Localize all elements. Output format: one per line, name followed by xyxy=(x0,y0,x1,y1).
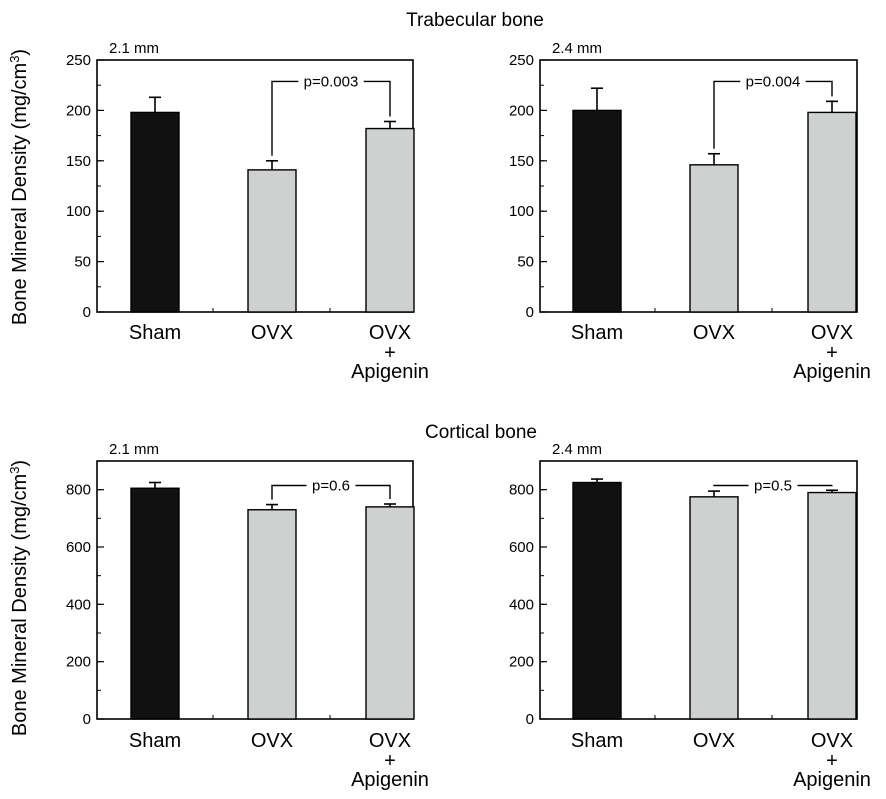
bar-ovx xyxy=(247,169,297,313)
x-category-label: OVX xyxy=(811,730,853,752)
panel-label: 2.1 mm xyxy=(109,441,159,458)
y-tick-label: 150 xyxy=(66,153,91,170)
y-tick-label: 200 xyxy=(509,102,534,119)
x-category-label: Sham xyxy=(129,322,181,344)
x-category-plus: + xyxy=(826,750,838,772)
x-category-apigenin: Apigenin xyxy=(351,361,429,383)
x-category-label: OVX xyxy=(369,730,411,752)
bar-ovx-apigenin xyxy=(807,111,857,313)
y-tick-label: 200 xyxy=(66,654,91,671)
x-category-apigenin: Apigenin xyxy=(793,769,871,791)
y-tick-label: 400 xyxy=(509,596,534,613)
bar-ovx xyxy=(689,496,739,720)
y-tick-label: 100 xyxy=(66,203,91,220)
bar-ovx xyxy=(689,164,739,313)
bar-sham xyxy=(130,487,180,720)
x-category-apigenin: Apigenin xyxy=(793,361,871,383)
y-tick-label: 0 xyxy=(83,711,91,728)
section-title-trabecular: Trabecular bone xyxy=(406,10,544,31)
y-tick-label: 600 xyxy=(66,539,91,556)
significance-bracket-left xyxy=(271,80,299,156)
section-title-cortical: Cortical bone xyxy=(425,422,537,443)
x-category-label: OVX xyxy=(811,322,853,344)
x-category-label: OVX xyxy=(693,730,735,752)
y-tick-label: 800 xyxy=(509,482,534,499)
y-tick-label: 400 xyxy=(66,596,91,613)
y-tick-label: 50 xyxy=(74,254,91,271)
p-value-label: p=0.004 xyxy=(746,73,801,90)
p-value-label: p=0.5 xyxy=(754,478,792,495)
x-category-label: Sham xyxy=(571,730,623,752)
x-category-apigenin: Apigenin xyxy=(351,769,429,791)
y-tick-label: 150 xyxy=(509,153,534,170)
significance-bracket-left xyxy=(271,484,307,500)
panel-label: 2.4 mm xyxy=(552,40,602,57)
bar-ovx xyxy=(247,509,297,720)
y-tick-label: 0 xyxy=(83,304,91,321)
x-category-plus: + xyxy=(826,342,838,364)
x-category-label: Sham xyxy=(571,322,623,344)
x-category-label: OVX xyxy=(251,730,293,752)
panel-label: 2.4 mm xyxy=(552,441,602,458)
panel-label: 2.1 mm xyxy=(109,40,159,57)
y-tick-label: 100 xyxy=(509,203,534,220)
y-tick-label: 800 xyxy=(66,482,91,499)
x-category-plus: + xyxy=(384,750,396,772)
x-category-label: Sham xyxy=(129,730,181,752)
bar-ovx-apigenin xyxy=(365,506,415,720)
y-tick-label: 50 xyxy=(517,254,534,271)
significance-bracket-left xyxy=(713,484,749,487)
x-category-label: OVX xyxy=(369,322,411,344)
y-tick-label: 250 xyxy=(66,52,91,69)
y-tick-label: 0 xyxy=(526,711,534,728)
bar-ovx-apigenin xyxy=(807,491,857,720)
significance-bracket-right xyxy=(355,484,391,499)
x-category-plus: + xyxy=(384,342,396,364)
y-axis-label-bottom: Bone Mineral Density (mg/cm3) xyxy=(7,460,31,736)
y-tick-label: 0 xyxy=(526,304,534,321)
y-tick-label: 250 xyxy=(509,52,534,69)
y-tick-label: 600 xyxy=(509,539,534,556)
bar-sham xyxy=(572,109,622,313)
p-value-label: p=0.003 xyxy=(304,73,359,90)
y-axis-label-top: Bone Mineral Density (mg/cm3) xyxy=(7,49,31,325)
x-category-label: OVX xyxy=(251,322,293,344)
significance-bracket-right xyxy=(363,80,391,117)
bar-sham xyxy=(572,481,622,720)
y-tick-label: 200 xyxy=(66,102,91,119)
significance-bracket-right xyxy=(805,80,833,97)
p-value-label: p=0.6 xyxy=(312,478,350,495)
y-tick-label: 200 xyxy=(509,654,534,671)
x-category-label: OVX xyxy=(693,322,735,344)
bar-ovx-apigenin xyxy=(365,127,415,313)
significance-bracket-left xyxy=(713,80,741,149)
bar-sham xyxy=(130,111,180,313)
